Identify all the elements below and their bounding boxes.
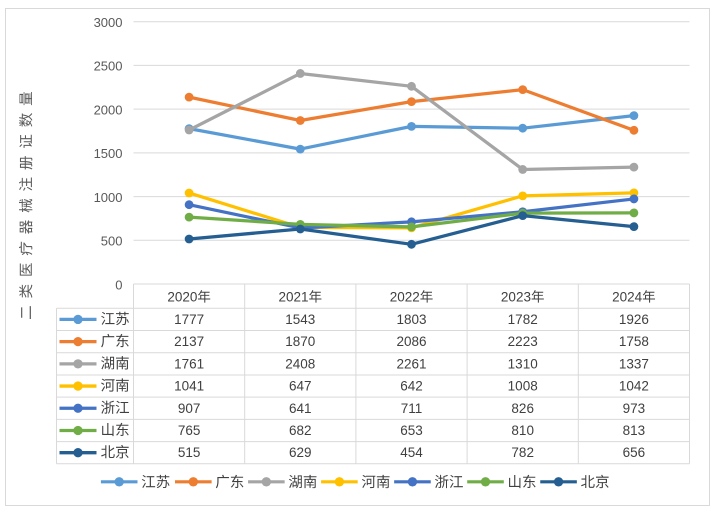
svg-text:3000: 3000 [94, 15, 123, 30]
svg-text:1042: 1042 [619, 379, 649, 394]
svg-text:1926: 1926 [619, 312, 649, 327]
svg-text:782: 782 [511, 445, 534, 460]
svg-text:711: 711 [401, 401, 423, 416]
svg-text:1337: 1337 [619, 356, 649, 371]
svg-text:1803: 1803 [396, 312, 426, 327]
svg-text:2500: 2500 [94, 59, 123, 74]
svg-text:515: 515 [178, 445, 201, 460]
svg-text:813: 813 [623, 423, 646, 438]
svg-text:765: 765 [178, 423, 201, 438]
svg-text:2021: 2021 [279, 290, 309, 305]
svg-text:1782: 1782 [508, 312, 538, 327]
svg-text:826: 826 [511, 401, 534, 416]
svg-text:1870: 1870 [285, 334, 315, 349]
svg-text:641: 641 [289, 401, 312, 416]
svg-text:656: 656 [623, 445, 646, 460]
svg-text:810: 810 [511, 423, 534, 438]
svg-text:2022: 2022 [390, 290, 420, 305]
svg-text:973: 973 [623, 401, 646, 416]
svg-text:2020: 2020 [167, 290, 197, 305]
svg-text:647: 647 [289, 379, 312, 394]
svg-text:2000: 2000 [94, 102, 123, 117]
svg-text:2137: 2137 [174, 334, 204, 349]
svg-text:2408: 2408 [285, 356, 315, 371]
svg-text:629: 629 [289, 445, 312, 460]
svg-text:2261: 2261 [396, 356, 426, 371]
svg-text:2024: 2024 [612, 290, 643, 305]
svg-text:1500: 1500 [94, 146, 123, 161]
svg-text:1543: 1543 [285, 312, 315, 327]
svg-text:500: 500 [101, 234, 123, 249]
svg-text:907: 907 [178, 401, 201, 416]
svg-text:642: 642 [400, 379, 423, 394]
svg-text:1000: 1000 [94, 190, 123, 205]
svg-text:2023: 2023 [501, 290, 531, 305]
svg-text:682: 682 [289, 423, 312, 438]
svg-text:0: 0 [115, 277, 122, 292]
svg-text:653: 653 [400, 423, 423, 438]
svg-text:2086: 2086 [396, 334, 426, 349]
svg-text:1758: 1758 [619, 334, 649, 349]
svg-text:1041: 1041 [174, 379, 204, 394]
svg-text:454: 454 [400, 445, 423, 460]
svg-text:1008: 1008 [508, 379, 538, 394]
svg-text:2223: 2223 [508, 334, 538, 349]
svg-text:1310: 1310 [508, 356, 538, 371]
svg-text:1761: 1761 [174, 356, 204, 371]
svg-text:1777: 1777 [174, 312, 204, 327]
